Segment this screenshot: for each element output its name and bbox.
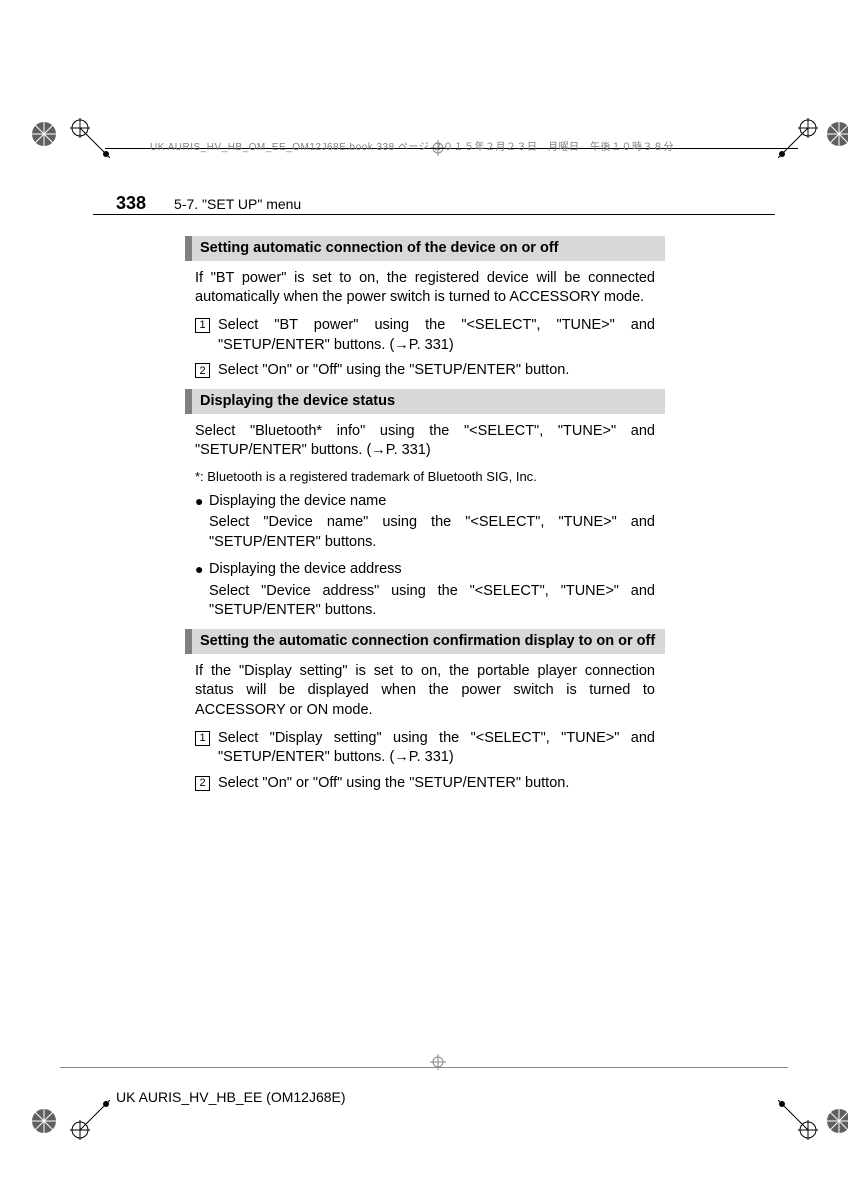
paragraph-bluetooth-info: Select "Bluetooth* info" using the "<SEL… — [195, 422, 655, 461]
content-area: Setting automatic connection of the devi… — [185, 228, 665, 799]
bullet-row: ● Displaying the device address — [195, 560, 655, 580]
step-text: Select "Display setting" using the "<SEL… — [218, 729, 655, 768]
heading-confirmation-display: Setting the automatic connection confirm… — [185, 629, 665, 654]
step-row: 1 Select "BT power" using the "<SELECT",… — [195, 316, 655, 355]
bullet-row: ● Displaying the device name — [195, 492, 655, 512]
step-row: 1 Select "Display setting" using the "<S… — [195, 729, 655, 768]
registration-mark-tl — [30, 120, 58, 153]
bullet-icon: ● — [195, 560, 209, 579]
paragraph-bt-power: If "BT power" is set to on, the register… — [195, 269, 655, 308]
crop-mark-br — [778, 1100, 818, 1140]
section-label: 5-7. "SET UP" menu — [174, 196, 301, 212]
registration-mark-bl — [30, 1107, 58, 1140]
step-text: Select "On" or "Off" using the "SETUP/EN… — [218, 361, 655, 381]
book-info-line: UK AURIS_HV_HB_OM_EE_OM12J68E.book 338 ペ… — [150, 138, 674, 153]
sub-paragraph: Select "Device address" using the "<SELE… — [209, 582, 655, 621]
sub-paragraph: Select "Device name" using the "<SELECT"… — [209, 513, 655, 552]
header-rule — [93, 214, 775, 215]
bottom-rule — [60, 1067, 788, 1068]
footer-doc-id: UK AURIS_HV_HB_EE (OM12J68E) — [116, 1089, 346, 1105]
step-row: 2 Select "On" or "Off" using the "SETUP/… — [195, 361, 655, 381]
crop-mark-tr — [778, 118, 818, 158]
bullet-text: Displaying the device address — [209, 560, 655, 580]
bullet-icon: ● — [195, 492, 209, 511]
heading-device-status: Displaying the device status — [185, 389, 665, 414]
registration-mark-br — [825, 1107, 848, 1140]
page-number: 338 — [116, 193, 146, 214]
step-number-box: 2 — [195, 363, 210, 378]
crop-mark-bl — [70, 1100, 110, 1140]
crop-mark-tl — [70, 118, 110, 158]
footnote-bluetooth: *: Bluetooth is a registered trademark o… — [195, 469, 655, 484]
paragraph-display-setting: If the "Display setting" is set to on, t… — [195, 662, 655, 721]
step-text: Select "On" or "Off" using the "SETUP/EN… — [218, 774, 655, 794]
target-mark-bottom — [430, 1054, 446, 1075]
step-number-box: 2 — [195, 776, 210, 791]
step-number-box: 1 — [195, 318, 210, 333]
heading-auto-connection: Setting automatic connection of the devi… — [185, 236, 665, 261]
step-text: Select "BT power" using the "<SELECT", "… — [218, 316, 655, 355]
bullet-text: Displaying the device name — [209, 492, 655, 512]
step-row: 2 Select "On" or "Off" using the "SETUP/… — [195, 774, 655, 794]
step-number-box: 1 — [195, 731, 210, 746]
registration-mark-tr — [825, 120, 848, 153]
